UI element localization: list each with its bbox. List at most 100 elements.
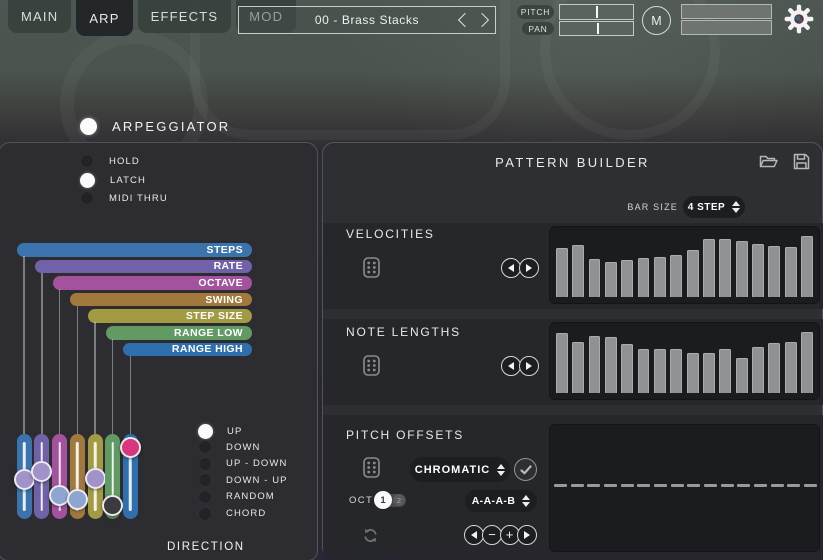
note-lengths-shift-right-button[interactable]: [519, 356, 539, 376]
pitch-offsets-step-15[interactable]: [787, 484, 801, 488]
master-slider-2[interactable]: [681, 19, 772, 35]
pitch-offsets-randomize-dice-icon[interactable]: [363, 457, 380, 483]
save-pattern-floppy-icon[interactable]: [793, 153, 810, 175]
reset-refresh-icon[interactable]: [362, 527, 379, 549]
direction-radio-random[interactable]: [198, 489, 212, 504]
direction-radio-chord[interactable]: [198, 506, 212, 521]
note-lengths-bar-6[interactable]: [637, 348, 650, 393]
velocities-bar-1[interactable]: [556, 247, 568, 297]
pitch-offsets-step-7[interactable]: [653, 484, 667, 488]
pitch-offsets-step-2[interactable]: [570, 484, 584, 488]
velocities-bar-7[interactable]: [654, 257, 666, 297]
param-slider-octave[interactable]: [52, 434, 68, 519]
pitch-offsets-step-8[interactable]: [670, 484, 684, 488]
preset-next-button[interactable]: [474, 12, 490, 28]
velocities-bar-8[interactable]: [670, 255, 683, 297]
velocities-bar-14[interactable]: [768, 246, 781, 297]
preset-prev-button[interactable]: [457, 12, 473, 28]
note-lengths-bar-11[interactable]: [719, 349, 732, 393]
param-knob-step-size[interactable]: [84, 467, 106, 489]
direction-radio-up-down[interactable]: [198, 456, 212, 471]
note-lengths-bar-16[interactable]: [801, 332, 813, 393]
bar-size-dropdown[interactable]: 4 STEP: [683, 196, 745, 218]
note-lengths-bar-5[interactable]: [621, 344, 634, 393]
pitch-shift-left-button[interactable]: [464, 525, 484, 545]
pitch-offsets-step-4[interactable]: [603, 484, 617, 488]
tab-effects[interactable]: EFFECTS: [137, 0, 232, 33]
pitch-offsets-step-1[interactable]: [554, 484, 567, 488]
direction-radio-down[interactable]: [198, 440, 212, 455]
pattern-variation-dropdown[interactable]: A-A-A-B: [465, 490, 537, 512]
velocities-bar-2[interactable]: [572, 245, 585, 297]
note-lengths-bar-13[interactable]: [752, 346, 764, 393]
mode-radio-hold[interactable]: [80, 154, 94, 168]
velocities-bar-4[interactable]: [605, 262, 617, 297]
preset-selector[interactable]: 00 - Brass Stacks: [238, 6, 496, 34]
param-knob-range-high[interactable]: [119, 436, 141, 458]
velocities-bar-10[interactable]: [703, 239, 715, 297]
scale-apply-check-button[interactable]: [514, 458, 537, 481]
velocities-shift-right-button[interactable]: [519, 258, 539, 278]
pitch-offsets-step-14[interactable]: [770, 484, 784, 488]
pitch-offsets-step-9[interactable]: [687, 484, 701, 488]
velocities-bar-9[interactable]: [686, 250, 699, 297]
note-lengths-bar-10[interactable]: [703, 352, 715, 393]
pitch-offsets-step-6[interactable]: [637, 484, 651, 488]
pan-slider-handle[interactable]: [596, 23, 599, 34]
note-lengths-bar-14[interactable]: [768, 343, 781, 393]
master-slider-1[interactable]: [681, 4, 772, 19]
direction-radio-up[interactable]: [198, 423, 213, 439]
pitch-offsets-step-5[interactable]: [620, 484, 634, 488]
pitch-offsets-chart[interactable]: [549, 424, 820, 552]
note-lengths-bar-7[interactable]: [654, 348, 666, 393]
velocities-bar-11[interactable]: [719, 239, 732, 297]
tab-main[interactable]: MAIN: [8, 0, 72, 33]
direction-radio-down-up[interactable]: [198, 473, 212, 488]
param-knob-rate[interactable]: [31, 461, 53, 483]
note-lengths-bar-3[interactable]: [588, 336, 601, 393]
arpeggiator-toggle[interactable]: [80, 118, 97, 135]
velocities-bar-5[interactable]: [621, 259, 634, 297]
note-lengths-bar-9[interactable]: [686, 352, 699, 393]
mute-button[interactable]: M: [642, 6, 671, 35]
oct-option-1[interactable]: 1: [374, 491, 392, 509]
scale-dropdown[interactable]: CHROMATIC: [410, 457, 510, 482]
velocities-bar-12[interactable]: [735, 241, 748, 297]
oct-option-2[interactable]: 2: [393, 494, 405, 506]
pitch-slider[interactable]: [559, 4, 634, 20]
velocities-shift-left-button[interactable]: [501, 258, 521, 278]
tab-arp[interactable]: ARP: [76, 0, 133, 36]
velocities-bar-3[interactable]: [588, 259, 601, 297]
pitch-offsets-step-10[interactable]: [703, 484, 717, 488]
param-knob-range-low[interactable]: [102, 495, 124, 517]
pitch-shift-right-button[interactable]: [517, 525, 537, 545]
mode-radio-latch[interactable]: [80, 172, 95, 188]
pitch-offsets-step-16[interactable]: [803, 484, 817, 488]
pan-slider[interactable]: [559, 21, 634, 36]
note-lengths-shift-left-button[interactable]: [501, 356, 521, 376]
note-lengths-bar-1[interactable]: [556, 333, 568, 393]
velocities-bar-6[interactable]: [637, 257, 650, 297]
velocities-randomize-dice-icon[interactable]: [363, 257, 380, 283]
tab-mod[interactable]: MOD: [236, 0, 297, 33]
settings-gear-icon[interactable]: [784, 4, 814, 39]
note-lengths-randomize-dice-icon[interactable]: [363, 355, 380, 381]
note-lengths-bar-12[interactable]: [735, 357, 748, 393]
velocities-bar-15[interactable]: [784, 247, 797, 297]
pitch-slider-handle[interactable]: [595, 6, 598, 18]
velocities-bar-13[interactable]: [752, 243, 764, 297]
note-lengths-bar-15[interactable]: [784, 342, 797, 393]
note-lengths-bar-4[interactable]: [605, 336, 617, 393]
velocities-chart[interactable]: [549, 226, 820, 304]
pitch-offsets-step-3[interactable]: [587, 484, 601, 488]
load-pattern-folder-icon[interactable]: [759, 153, 778, 175]
pitch-offsets-step-12[interactable]: [737, 484, 751, 488]
note-lengths-chart[interactable]: [549, 322, 820, 400]
mode-radio-midi-thru[interactable]: [80, 191, 94, 205]
velocities-bar-16[interactable]: [801, 235, 813, 297]
note-lengths-bar-2[interactable]: [572, 342, 585, 393]
note-lengths-bar-8[interactable]: [670, 349, 683, 393]
param-knob-swing[interactable]: [66, 489, 88, 511]
pitch-offsets-step-13[interactable]: [753, 484, 767, 488]
pitch-offsets-step-11[interactable]: [720, 484, 734, 488]
